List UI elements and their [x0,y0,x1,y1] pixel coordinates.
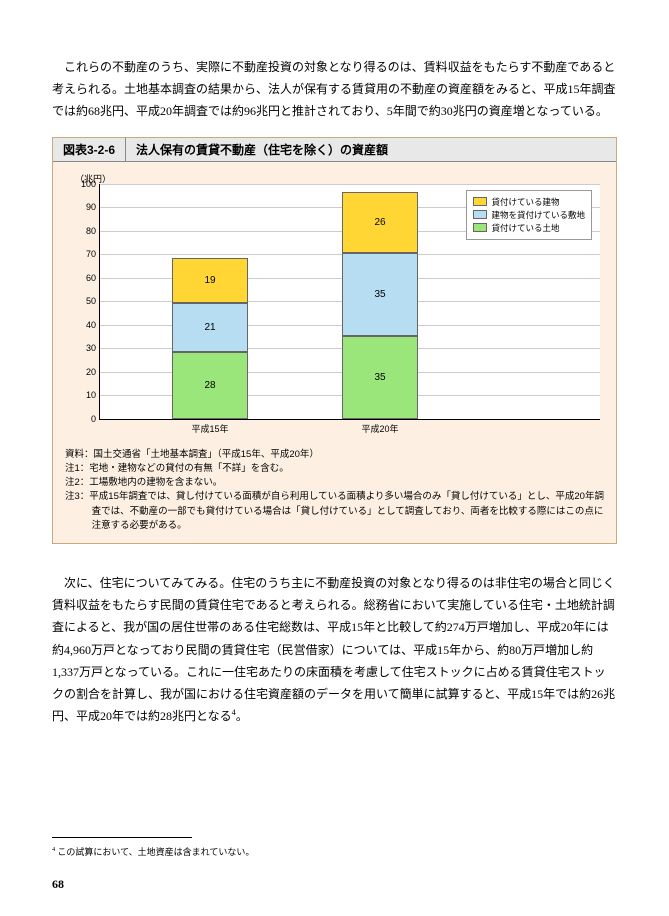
figure-title: 法人保有の賃貸不動産（住宅を除く）の資産額 [126,138,398,161]
bar-segment: 35 [342,336,418,419]
chart: （兆円） 0102030405060708090100192128平成15年26… [63,170,606,440]
bar-segment: 35 [342,253,418,336]
paragraph-2-text-b: 。 [236,709,248,723]
legend-item: 貸付けている建物 [473,196,585,208]
legend-swatch [473,210,487,219]
bar-segment: 28 [172,352,248,418]
note-2: 注2：工場敷地内の建物を含まない。 [65,476,604,490]
legend-label: 建物を貸付けている敷地 [491,209,585,221]
bar-stack: 263535 [342,192,418,419]
bar-stack: 192128 [172,258,248,418]
y-tick-label: 60 [86,273,96,283]
legend-item: 貸付けている土地 [473,222,585,234]
footnote: 4 この試算において、土地資産は含まれていない。 [52,845,617,858]
x-tick-label: 平成15年 [191,422,228,435]
legend-label: 貸付けている土地 [491,222,559,234]
bar-segment: 19 [172,258,248,303]
y-tick-label: 50 [86,296,96,306]
y-tick-label: 10 [86,390,96,400]
footnote-text: この試算において、土地資産は含まれていない。 [55,847,254,857]
note-source: 資料：国土交通省「土地基本調査」（平成15年、平成20年） [65,448,604,462]
bar-segment: 26 [342,192,418,253]
note-1: 注1：宅地・建物などの貸付の有無「不詳」を含む。 [65,462,604,476]
y-tick-label: 100 [81,179,96,189]
y-tick-label: 20 [86,367,96,377]
legend: 貸付けている建物建物を貸付けている敷地貸付けている土地 [466,190,592,240]
bar-segment: 21 [172,303,248,353]
legend-swatch [473,197,487,206]
page-number: 68 [52,877,64,892]
y-tick-label: 80 [86,226,96,236]
figure-notes: 資料：国土交通省「土地基本調査」（平成15年、平成20年） 注1：宅地・建物など… [53,446,616,544]
x-tick-label: 平成20年 [361,422,398,435]
y-tick-label: 0 [91,414,96,424]
legend-label: 貸付けている建物 [491,196,559,208]
y-tick-label: 70 [86,249,96,259]
paragraph-1: これらの不動産のうち、実際に不動産投資の対象となり得るのは、賃料収益をもたらす不… [52,56,617,123]
legend-item: 建物を貸付けている敷地 [473,209,585,221]
figure-number: 図表3-2-6 [53,138,126,161]
y-tick-label: 30 [86,343,96,353]
note-3: 注3：平成15年調査では、貸し付けている面積が自ら利用している面積より多い場合の… [65,490,604,533]
legend-swatch [473,223,487,232]
y-tick-label: 90 [86,202,96,212]
figure-header: 図表3-2-6 法人保有の賃貸不動産（住宅を除く）の資産額 [53,138,616,162]
y-tick-label: 40 [86,320,96,330]
paragraph-2-text-a: 次に、住宅についてみてみる。住宅のうち主に不動産投資の対象となり得るのは非住宅の… [52,576,615,723]
paragraph-2: 次に、住宅についてみてみる。住宅のうち主に不動産投資の対象となり得るのは非住宅の… [52,572,617,727]
grid-line [100,184,600,185]
footnote-separator [52,837,192,838]
figure-block: 図表3-2-6 法人保有の賃貸不動産（住宅を除く）の資産額 （兆円） 01020… [52,137,617,545]
